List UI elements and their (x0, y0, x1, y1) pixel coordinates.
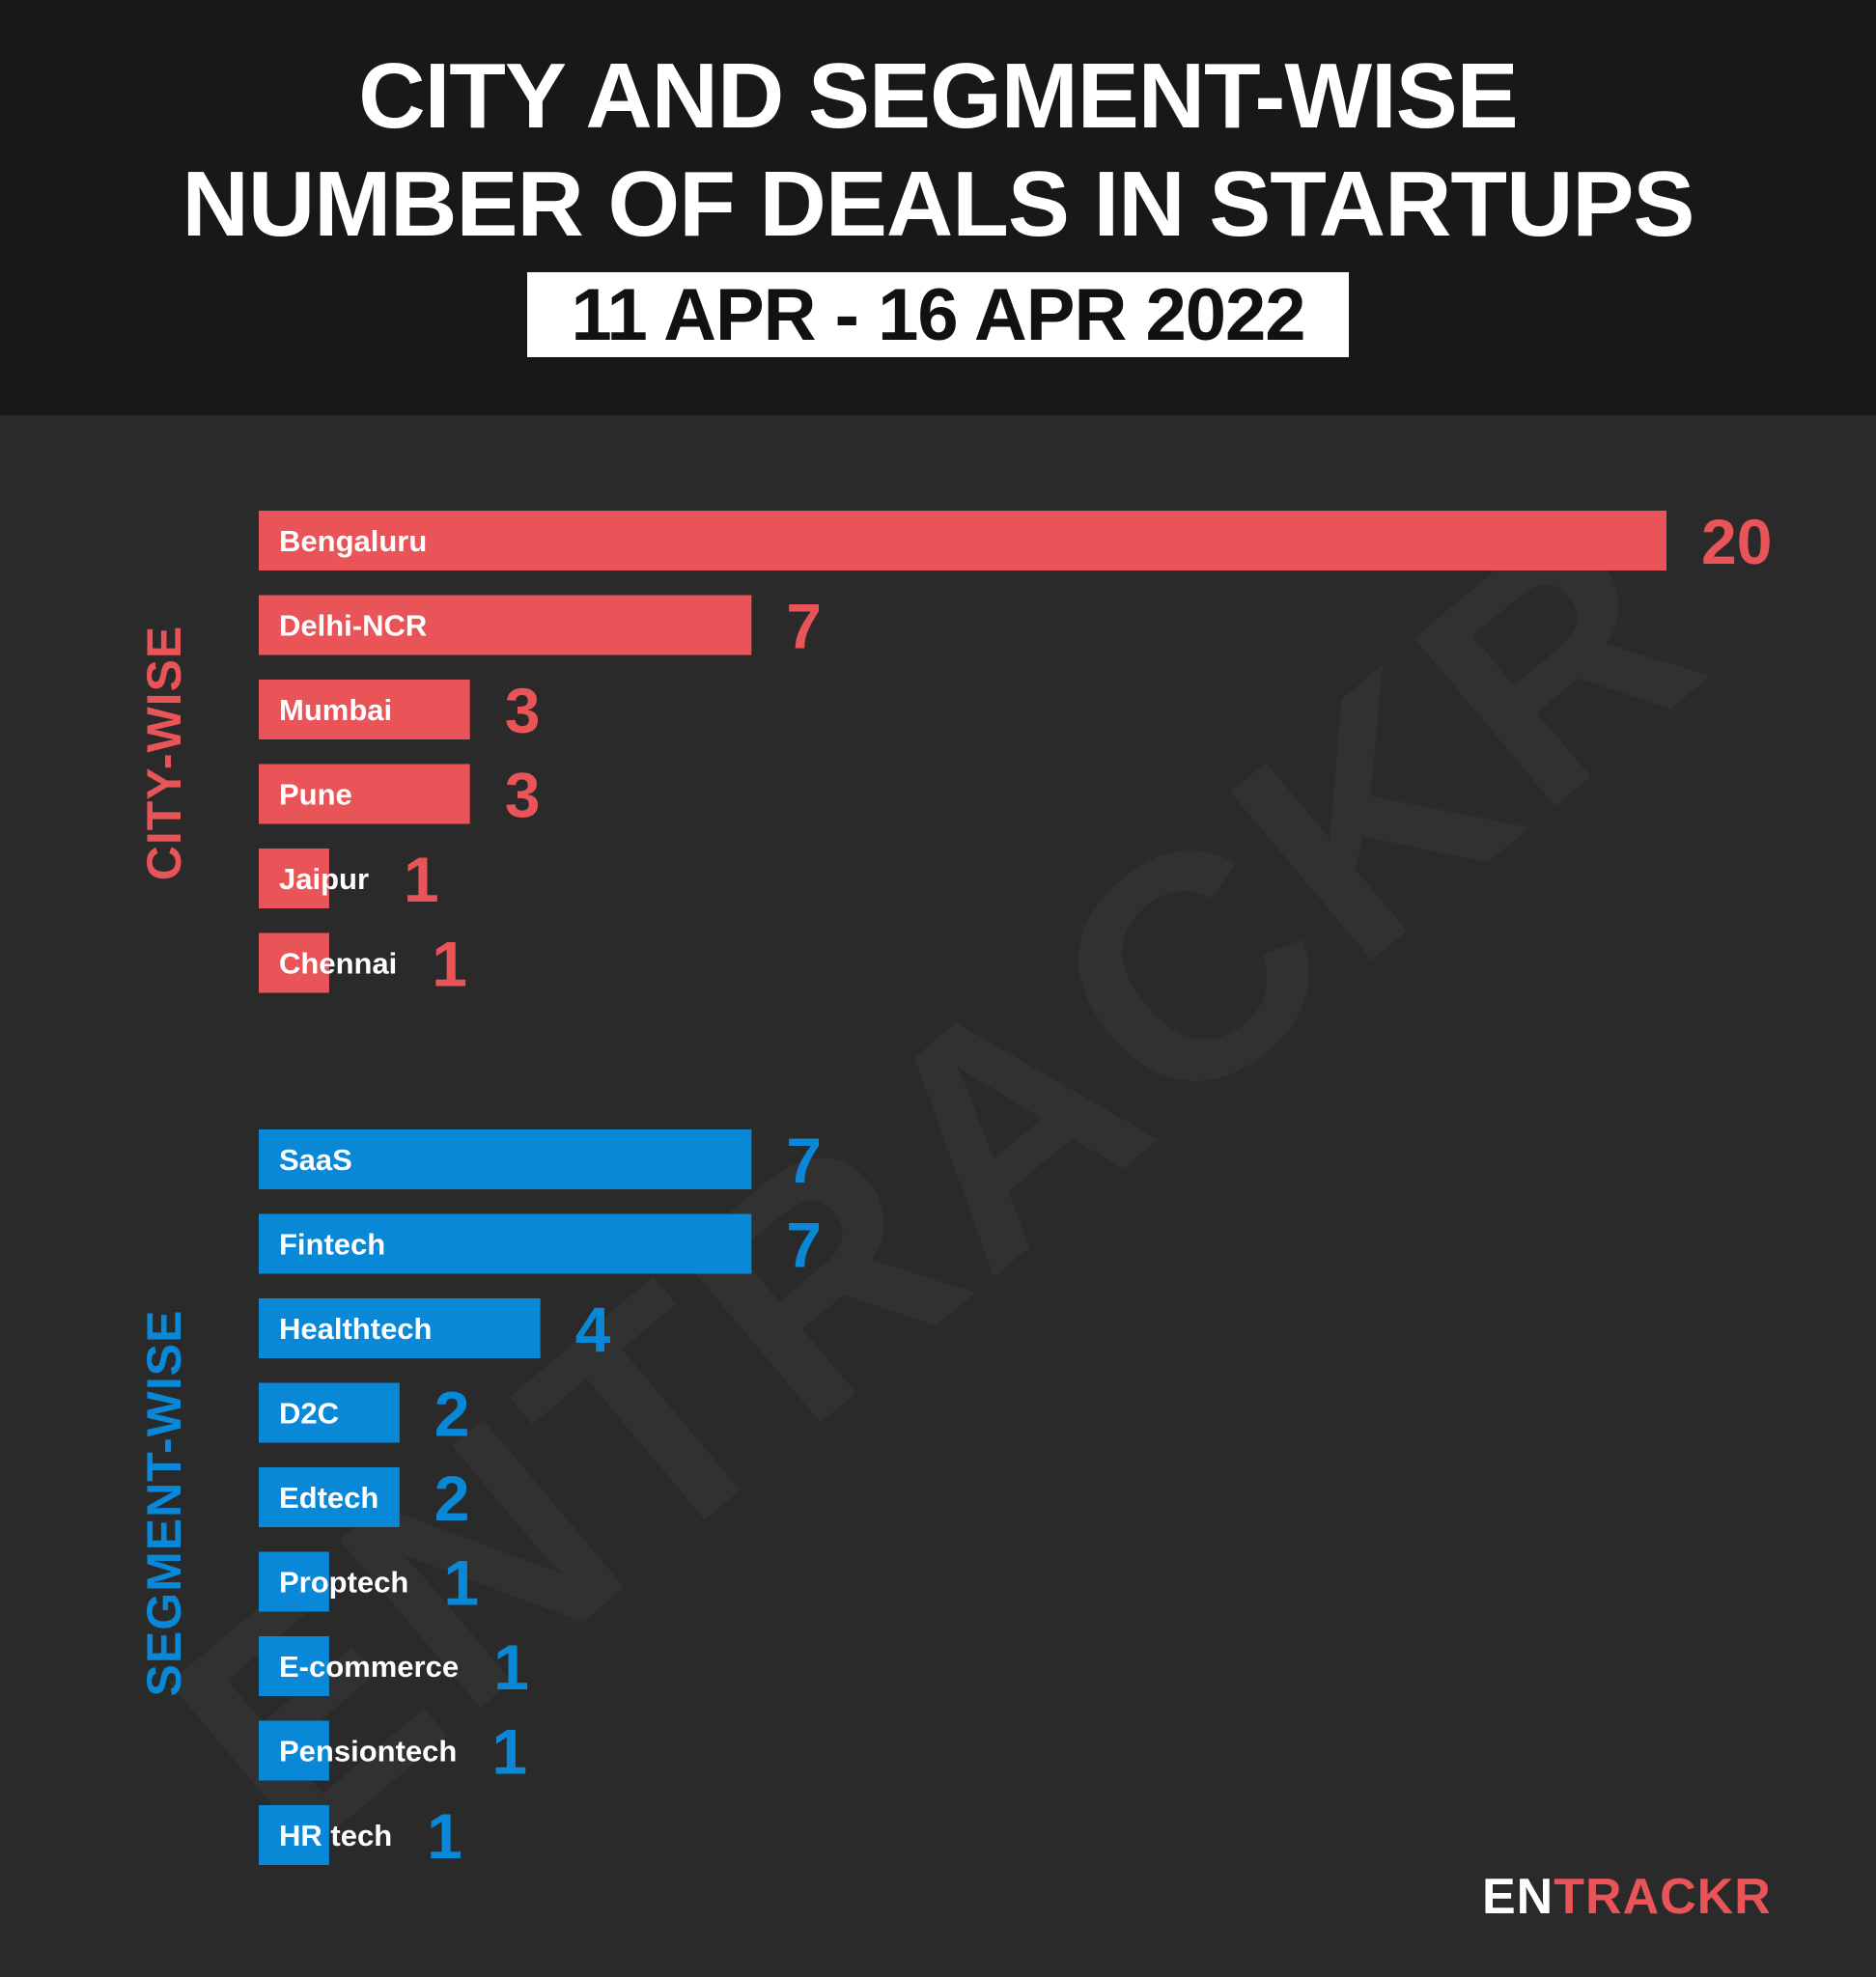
city-bar-group: Bengaluru 20 Delhi-NCR 7 Mumbai 3 Pune 3 Jaipur 1… (259, 506, 1772, 1000)
value-label: 3 (505, 760, 541, 831)
category-label: SaaS (279, 1143, 352, 1177)
bar (259, 1382, 400, 1443)
category-label: Bengaluru (279, 524, 427, 558)
bar (259, 511, 1666, 571)
category-label: Proptech (279, 1566, 408, 1600)
value-label: 7 (786, 1210, 822, 1281)
segment-bar-group: SaaS 7 Fintech 7 Healthtech 4 D2C 2 Edtech 2 Propt… (259, 1125, 822, 1872)
value-label: 1 (404, 844, 439, 915)
date-range-badge: 11 APR - 16 APR 2022 (527, 272, 1349, 357)
value-label: 7 (786, 1125, 822, 1196)
bar (259, 1805, 329, 1865)
chart-title-line1: CITY AND SEGMENT-WISE (358, 44, 1518, 148)
value-label: 1 (432, 929, 467, 1000)
category-label: Mumbai (279, 693, 392, 727)
logo-part2: TRACKR (1554, 1869, 1772, 1925)
bar (259, 1636, 329, 1696)
chart-title-line2: NUMBER OF DEALS IN STARTUPS (182, 153, 1695, 256)
category-label: Delhi-NCR (279, 609, 427, 643)
value-label: 1 (427, 1800, 462, 1872)
value-label: 1 (443, 1547, 479, 1619)
category-label: Pensiontech (279, 1735, 457, 1768)
category-label: Pune (279, 778, 352, 812)
entrackr-logo: ENTRACKR (1482, 1868, 1772, 1926)
bar (259, 1129, 752, 1189)
value-label: 4 (575, 1294, 611, 1365)
bar (259, 1298, 541, 1358)
category-label: Fintech (279, 1228, 385, 1262)
value-label: 7 (786, 591, 822, 662)
bar (259, 1551, 329, 1612)
bar (259, 933, 329, 993)
category-label: Chennai (279, 947, 397, 981)
value-label: 3 (505, 675, 541, 746)
category-label: Edtech (279, 1481, 378, 1515)
bar (259, 764, 470, 824)
bar (259, 849, 329, 908)
value-label: 2 (434, 1462, 470, 1534)
category-label: E-commerce (279, 1650, 459, 1684)
bar (259, 1213, 752, 1274)
bar (259, 680, 470, 739)
category-label: Healthtech (279, 1312, 432, 1346)
value-label: 20 (1701, 506, 1772, 577)
bar (259, 1467, 400, 1527)
category-label: HR tech (279, 1819, 392, 1852)
value-label: 2 (434, 1378, 470, 1450)
logo-part1: EN (1482, 1869, 1554, 1925)
date-range-text: 11 APR - 16 APR 2022 (571, 273, 1305, 356)
value-label: 1 (493, 1631, 529, 1703)
category-label: D2C (279, 1397, 339, 1431)
bar (259, 595, 752, 655)
value-label: 1 (491, 1716, 527, 1788)
category-label: Jaipur (279, 862, 369, 896)
bar (259, 1720, 329, 1781)
